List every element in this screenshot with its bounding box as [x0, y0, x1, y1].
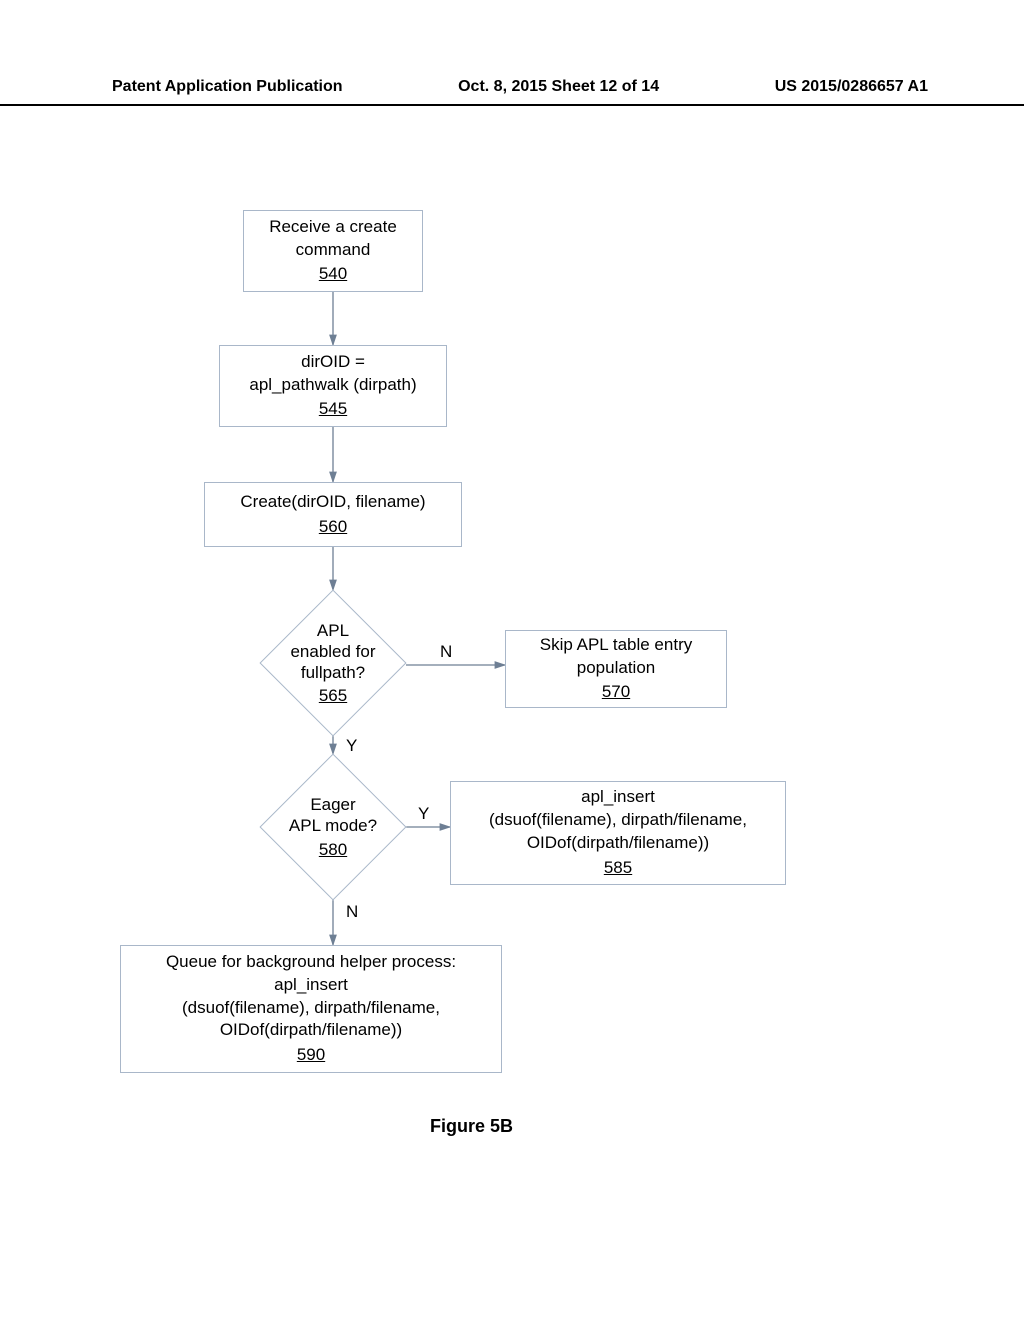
node-text: OIDof(dirpath/filename))	[527, 832, 709, 855]
edge-label: N	[440, 642, 452, 662]
node-text: Receive a create	[269, 216, 397, 239]
node-text: EagerAPL mode?580	[239, 775, 427, 879]
header-center: Oct. 8, 2015 Sheet 12 of 14	[458, 78, 659, 96]
node-ref: 540	[319, 263, 347, 286]
edge-label: Y	[346, 736, 357, 756]
node-text: apl_pathwalk (dirpath)	[249, 374, 416, 397]
flow-step-545: dirOID =apl_pathwalk (dirpath)545	[219, 345, 447, 427]
flow-decision-580: EagerAPL mode?580	[281, 775, 385, 879]
node-text: OIDof(dirpath/filename))	[220, 1019, 402, 1042]
edge-label: Y	[418, 804, 429, 824]
flow-step-590: Queue for background helper process:apl_…	[120, 945, 502, 1073]
node-ref: 565	[319, 685, 347, 706]
node-ref: 560	[319, 516, 347, 539]
header-left: Patent Application Publication	[112, 78, 343, 96]
node-text: (dsuof(filename), dirpath/filename,	[182, 997, 440, 1020]
node-text: apl_insert	[274, 974, 348, 997]
flow-step-570: Skip APL table entrypopulation570	[505, 630, 727, 708]
header-right: US 2015/0286657 A1	[775, 78, 928, 96]
node-text: Create(dirOID, filename)	[240, 491, 425, 514]
node-ref: 590	[297, 1044, 325, 1067]
node-text: Skip APL table entry	[540, 634, 692, 657]
flow-step-585: apl_insert(dsuof(filename), dirpath/file…	[450, 781, 786, 885]
flow-decision-565: APLenabled forfullpath?565	[281, 611, 385, 715]
page-header: Patent Application Publication Oct. 8, 2…	[0, 78, 1024, 106]
flow-step-560: Create(dirOID, filename)560	[204, 482, 462, 547]
node-ref: 580	[319, 839, 347, 860]
flowchart: Receive a createcommand540 dirOID =apl_pa…	[120, 210, 900, 1170]
node-text: Queue for background helper process:	[166, 951, 456, 974]
node-text: dirOID =	[301, 351, 365, 374]
node-ref: 585	[604, 857, 632, 880]
node-text: APLenabled forfullpath?565	[239, 611, 427, 715]
flow-step-540: Receive a createcommand540	[243, 210, 423, 292]
edge-label: N	[346, 902, 358, 922]
node-text: (dsuof(filename), dirpath/filename,	[489, 809, 747, 832]
node-text: population	[577, 657, 655, 680]
node-text: command	[296, 239, 371, 262]
node-ref: 545	[319, 398, 347, 421]
node-text: apl_insert	[581, 786, 655, 809]
figure-caption: Figure 5B	[430, 1116, 513, 1137]
node-ref: 570	[602, 681, 630, 704]
